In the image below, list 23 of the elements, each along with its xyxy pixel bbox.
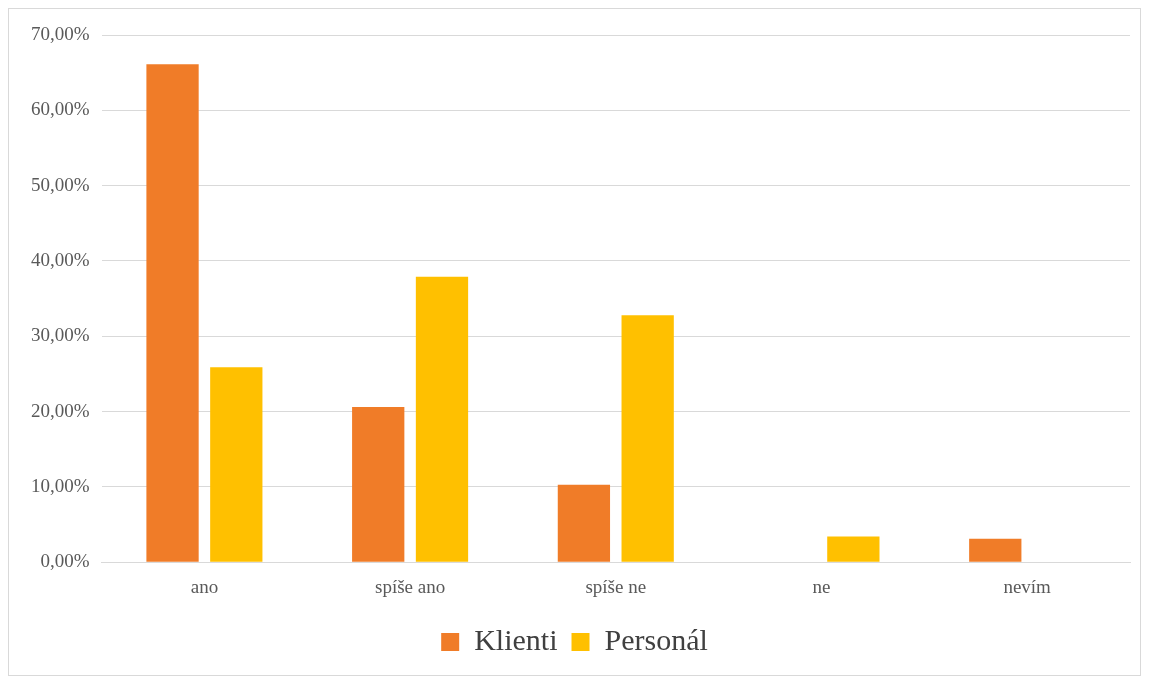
bar (621, 315, 674, 562)
y-tick-label: 30,00% (31, 324, 90, 346)
bar (146, 64, 199, 562)
x-tick-label: ano (190, 575, 219, 597)
y-tick-label: 10,00% (31, 474, 90, 496)
y-tick-label: 0,00% (40, 550, 90, 572)
y-tick-label: 20,00% (31, 399, 90, 421)
legend-label: Klienti (474, 622, 558, 656)
x-tick-label: ne (812, 575, 831, 597)
bar (415, 276, 469, 562)
x-tick-label: spíše ano (375, 575, 446, 597)
bar (969, 538, 1022, 562)
bar (827, 536, 880, 562)
y-tick-label: 40,00% (31, 248, 90, 270)
x-tick-label: spíše ne (585, 575, 647, 597)
bar (210, 367, 263, 562)
bar (352, 407, 405, 562)
bar (557, 484, 611, 562)
y-tick-label: 70,00% (31, 22, 90, 44)
x-tick-label: nevím (1003, 575, 1052, 597)
legend-label: Personál (604, 622, 708, 656)
y-tick-label: 60,00% (31, 98, 90, 120)
y-tick-label: 50,00% (31, 173, 90, 195)
